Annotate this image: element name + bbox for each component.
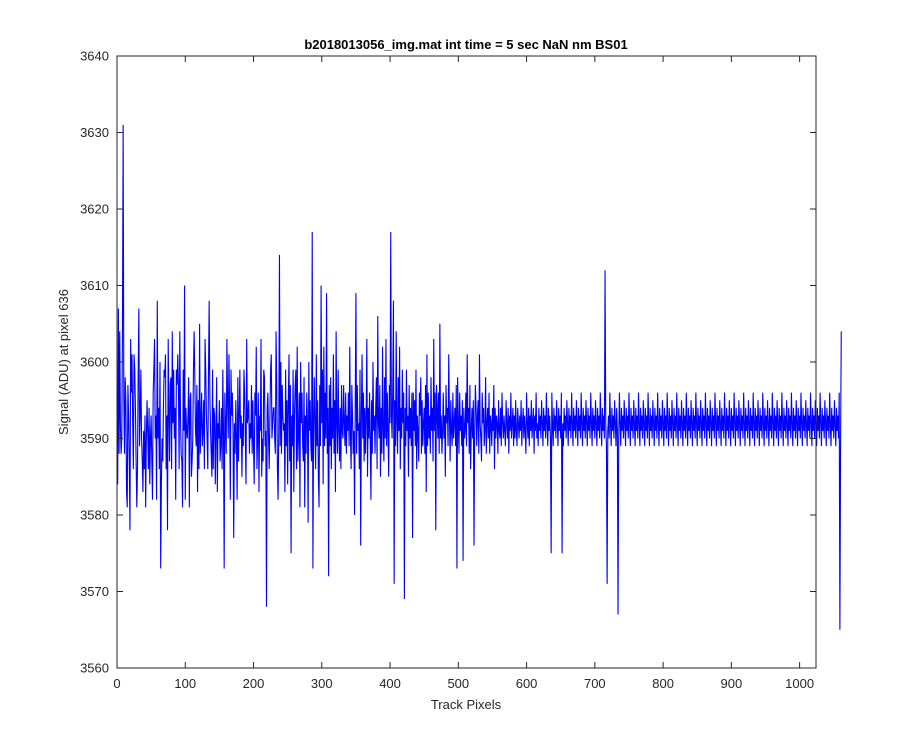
y-tick-label: 3630 [80, 125, 109, 140]
y-axis-label: Signal (ADU) at pixel 636 [56, 289, 71, 435]
axes-background [117, 56, 816, 668]
x-tick-label: 900 [721, 676, 743, 691]
x-tick-label: 400 [379, 676, 401, 691]
chart-title: b2018013056_img.mat int time = 5 sec NaN… [304, 37, 627, 52]
y-tick-label: 3560 [80, 661, 109, 676]
x-tick-label: 600 [516, 676, 538, 691]
x-tick-label: 1000 [785, 676, 814, 691]
y-tick-label: 3580 [80, 508, 109, 523]
series-layer [117, 124, 842, 630]
x-tick-label: 300 [311, 676, 333, 691]
y-tick-label: 3610 [80, 278, 109, 293]
x-tick-label: 100 [174, 676, 196, 691]
x-tick-label: 0 [113, 676, 120, 691]
x-tick-label: 800 [652, 676, 674, 691]
axes-layer: 0 100 200 300 400 500 600 700 800 900 1000 3560 3570… [80, 49, 817, 691]
y-tick-label: 3620 [80, 202, 109, 217]
series-line-0 [117, 124, 842, 630]
x-tick-label: 700 [584, 676, 606, 691]
x-axis-label: Track Pixels [431, 697, 502, 712]
x-tick-label: 200 [243, 676, 265, 691]
y-tick-label: 3570 [80, 584, 109, 599]
x-tick-label: 500 [447, 676, 469, 691]
y-tick-label: 3640 [80, 49, 109, 64]
y-tick-label: 3600 [80, 355, 109, 370]
y-tick-label: 3590 [80, 431, 109, 446]
